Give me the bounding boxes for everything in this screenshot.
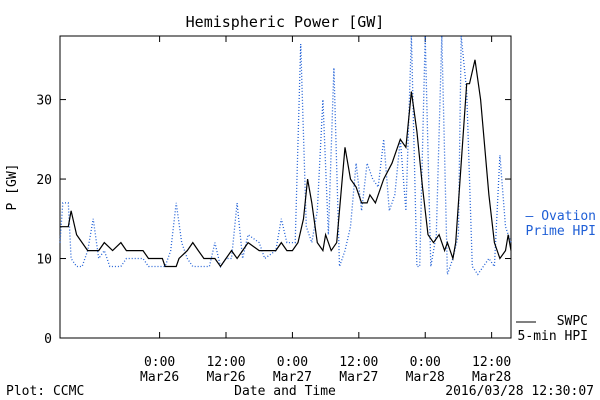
x-tick-label-date: Mar27 <box>339 370 378 385</box>
x-tick-label-time: 12:00 <box>206 355 245 370</box>
ovation-prime-hpi-line <box>59 35 512 276</box>
x-tick-label-date: Mar28 <box>472 370 511 385</box>
x-tick-label-date: Mar28 <box>406 370 445 385</box>
x-tick-label-time: 12:00 <box>339 355 378 370</box>
footer-xlabel: Date and Time <box>234 384 336 399</box>
y-tick-label: 20 <box>36 173 52 188</box>
chart-title: Hemispheric Power [GW] <box>186 13 385 31</box>
footer-plot-credit: Plot: CCMC <box>6 384 84 399</box>
x-tick-label-time: 0:00 <box>277 355 308 370</box>
x-tick-label-date: Mar26 <box>140 370 179 385</box>
x-axis: 0:00Mar2612:00Mar260:00Mar2712:00Mar270:… <box>140 36 511 385</box>
y-axis-label: P [GW] <box>5 164 20 211</box>
x-tick-label-time: 12:00 <box>472 355 511 370</box>
legend-ovation-label: Prime HPI <box>526 224 596 239</box>
swpc-5-min-hpi-line <box>60 59 512 268</box>
x-tick-label-time: 0:00 <box>144 355 175 370</box>
legend-swpc-label: 5-min HPI <box>518 329 588 344</box>
x-tick-label-date: Mar27 <box>273 370 312 385</box>
plot-frame <box>59 35 512 339</box>
y-tick-label: 0 <box>44 332 52 347</box>
x-tick-label-date: Mar26 <box>206 370 245 385</box>
legend-swpc-label: SWPC <box>557 314 588 329</box>
y-tick-label: 10 <box>36 253 52 268</box>
series-layer <box>59 35 512 276</box>
y-axis: 0 10 20 30 <box>36 94 511 347</box>
legend-ovation-label: — Ovation <box>526 209 596 224</box>
y-tick-label: 30 <box>36 94 52 109</box>
x-tick-label-time: 0:00 <box>410 355 441 370</box>
footer-timestamp: 2016/03/28 12:30:07 <box>445 384 594 399</box>
